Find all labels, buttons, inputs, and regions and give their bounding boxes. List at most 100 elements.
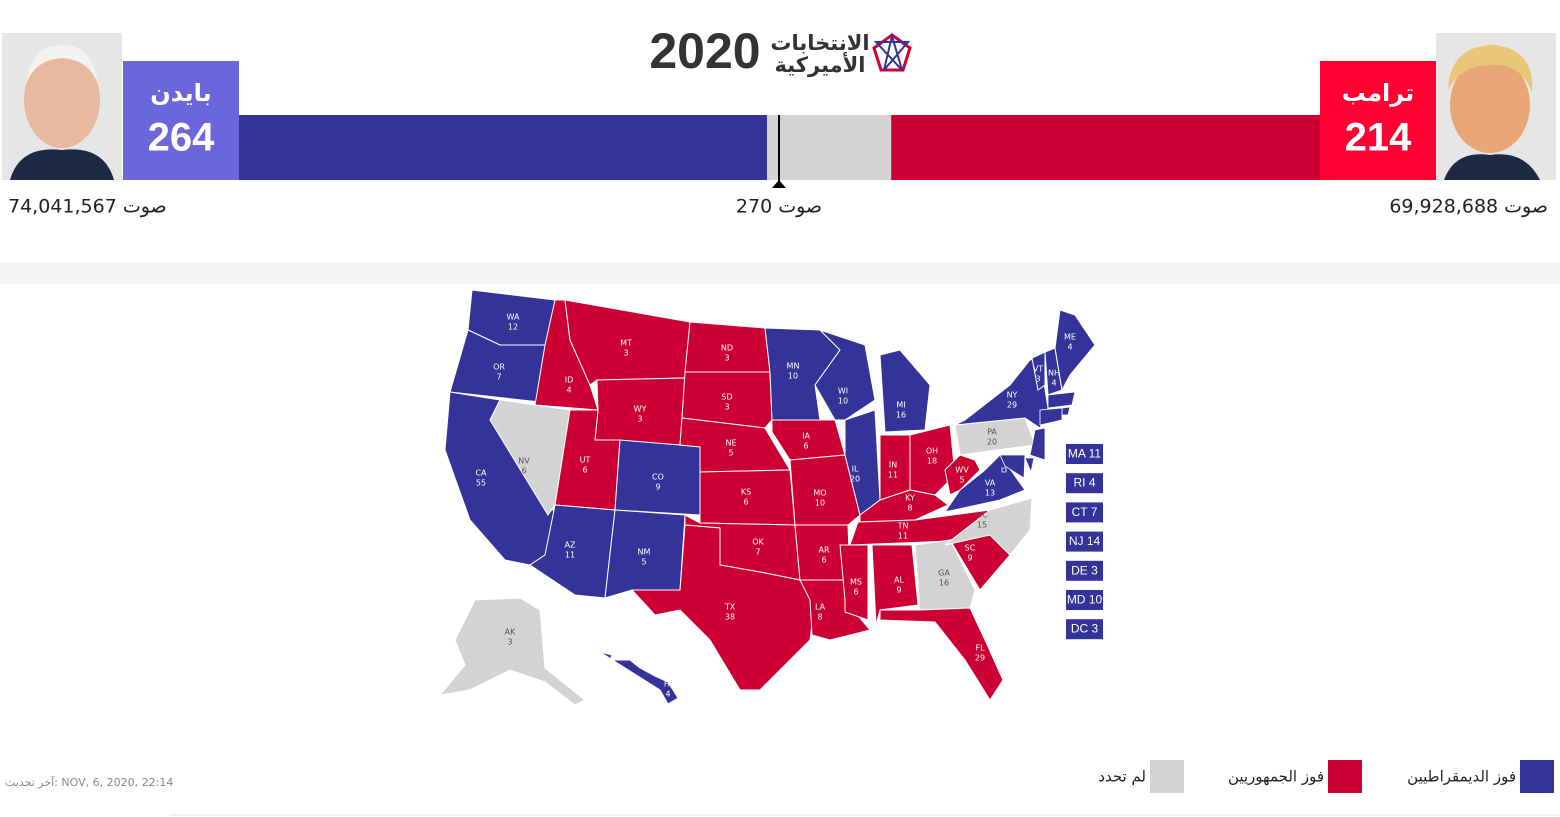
state bbox=[814, 329, 876, 421]
state-abbr: IN bbox=[889, 461, 897, 470]
state bbox=[1001, 467, 1007, 473]
candidate-name: ترامب bbox=[1342, 79, 1414, 107]
votes: 14 bbox=[1087, 534, 1101, 548]
state-abbr: SC bbox=[965, 544, 976, 553]
state bbox=[1029, 427, 1046, 461]
state-votes: 16 bbox=[939, 579, 949, 588]
state bbox=[879, 607, 1004, 701]
state-votes: 7 bbox=[755, 548, 760, 557]
state-votes: 16 bbox=[896, 411, 906, 420]
votes: 4 bbox=[1089, 476, 1096, 490]
abbr: MA bbox=[1068, 447, 1086, 461]
biden-photo bbox=[2, 33, 122, 180]
state-votes: 11 bbox=[565, 551, 575, 560]
state bbox=[1047, 391, 1076, 409]
state-votes: 15 bbox=[977, 521, 987, 530]
state-votes: 3 bbox=[1035, 375, 1040, 384]
abbr: NJ bbox=[1069, 534, 1084, 548]
state bbox=[944, 497, 1033, 556]
state-votes: 5 bbox=[641, 558, 646, 567]
state-abbr: OK bbox=[752, 538, 764, 547]
state-votes: 29 bbox=[975, 654, 985, 663]
state-abbr: TX bbox=[724, 603, 736, 612]
state-abbr: AL bbox=[894, 576, 904, 585]
state-abbr: MS bbox=[850, 578, 862, 587]
state-abbr: TN bbox=[897, 522, 909, 531]
dem-bar bbox=[238, 115, 767, 180]
state-votes: 8 bbox=[817, 613, 822, 622]
candidate-popular: 74,041,567 صوت bbox=[8, 196, 167, 218]
candidate-box bbox=[123, 61, 239, 180]
state-votes: 10 bbox=[838, 397, 848, 406]
legend-label: فوز الديمقراطيين bbox=[1407, 768, 1516, 786]
threshold-marker bbox=[772, 180, 786, 188]
state-abbr: OR bbox=[493, 363, 505, 372]
votes: 10 bbox=[1089, 593, 1103, 607]
state-abbr: KY bbox=[905, 494, 915, 503]
state-box-label: MD 10 bbox=[1067, 593, 1103, 607]
state-votes: 18 bbox=[927, 457, 937, 466]
state-abbr: MO bbox=[813, 489, 826, 498]
state-abbr: NH bbox=[1048, 369, 1060, 378]
state-box bbox=[1066, 531, 1103, 552]
legend-label: لم تحدد bbox=[1098, 768, 1146, 786]
state-votes: 13 bbox=[985, 489, 995, 498]
state-votes: 29 bbox=[1007, 401, 1017, 410]
state-box-label: MA 11 bbox=[1068, 447, 1101, 461]
state-abbr: UT bbox=[580, 456, 591, 465]
state-votes: 4 bbox=[1067, 343, 1072, 352]
state bbox=[879, 349, 931, 433]
state-box-label: CT 7 bbox=[1072, 505, 1098, 519]
state bbox=[914, 539, 976, 611]
state-abbr: CO bbox=[652, 473, 664, 482]
votes: 7 bbox=[1091, 505, 1098, 519]
state bbox=[599, 651, 679, 705]
candidate-name: بايدن bbox=[150, 79, 211, 107]
candidate-electoral: 214 bbox=[1345, 116, 1412, 160]
state-abbr: IA bbox=[802, 432, 810, 441]
state-abbr: OH bbox=[926, 447, 938, 456]
state-abbr: ND bbox=[721, 344, 733, 353]
state-abbr: LA bbox=[815, 603, 826, 612]
threshold-label: 270 صوت bbox=[736, 196, 822, 218]
candidate-popular: 69,928,688 صوت bbox=[1389, 196, 1548, 218]
state-box-label: RI 4 bbox=[1073, 476, 1095, 490]
logo bbox=[872, 32, 912, 72]
state-abbr: WY bbox=[634, 405, 647, 414]
state-abbr: MN bbox=[787, 362, 800, 371]
state-votes: 4 bbox=[1051, 379, 1056, 388]
state-votes: 6 bbox=[582, 466, 587, 475]
state-box bbox=[1066, 444, 1103, 464]
state bbox=[1039, 407, 1063, 426]
legend-swatch bbox=[1328, 760, 1362, 793]
state-abbr: NE bbox=[725, 439, 736, 448]
state bbox=[839, 544, 869, 621]
state bbox=[1024, 457, 1035, 474]
state-votes: 6 bbox=[821, 556, 826, 565]
state-box bbox=[1066, 590, 1103, 610]
state-abbr: PA bbox=[987, 428, 997, 437]
state-abbr: AZ bbox=[565, 541, 576, 550]
state-abbr: WV bbox=[955, 466, 969, 475]
state bbox=[871, 544, 919, 626]
state bbox=[489, 399, 571, 516]
state-abbr: IL bbox=[852, 465, 859, 474]
rep-bar bbox=[891, 115, 1320, 180]
state-abbr: NY bbox=[1007, 391, 1018, 400]
state-votes: 6 bbox=[743, 498, 748, 507]
state-abbr: ID bbox=[565, 376, 574, 385]
state-abbr: ME bbox=[1064, 333, 1076, 342]
legend-swatch bbox=[1520, 760, 1554, 793]
state-votes: 3 bbox=[507, 638, 512, 647]
state bbox=[1031, 351, 1046, 391]
state bbox=[630, 524, 816, 691]
state-abbr: AK bbox=[505, 628, 516, 637]
state bbox=[681, 371, 773, 429]
state-votes: 8 bbox=[907, 504, 912, 513]
state-votes: 10 bbox=[815, 499, 825, 508]
title-line: الانتخابات bbox=[770, 31, 869, 55]
abbr: MD bbox=[1067, 593, 1086, 607]
state-votes: 6 bbox=[853, 588, 858, 597]
state bbox=[909, 424, 956, 496]
